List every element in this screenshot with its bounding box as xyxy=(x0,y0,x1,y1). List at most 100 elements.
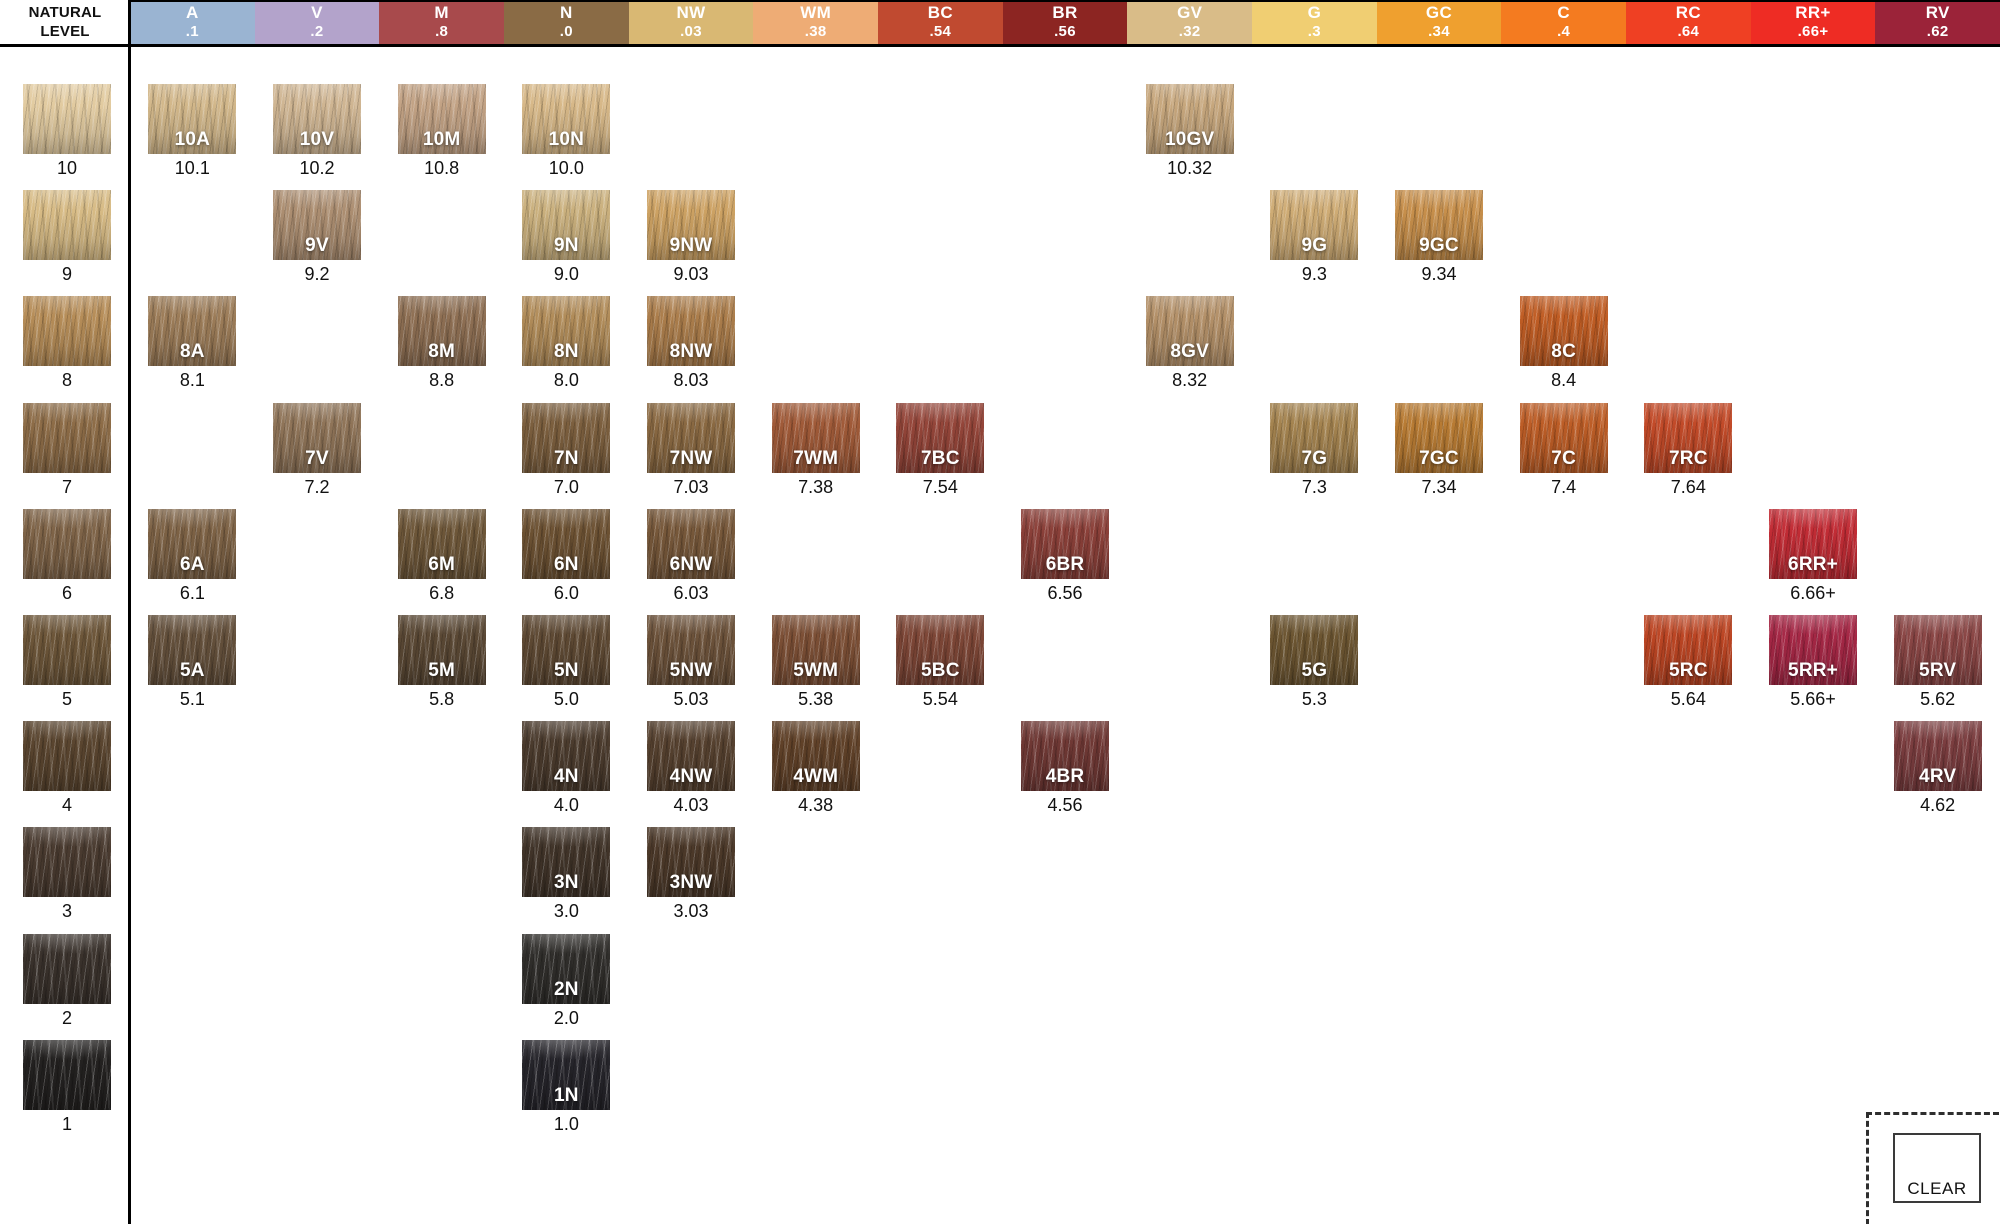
natural-level-number: 4 xyxy=(61,795,72,816)
clear-button[interactable]: CLEAR xyxy=(1893,1133,1981,1203)
shade-code: 10V xyxy=(299,129,335,150)
shade-swatch[interactable]: 7GC 7.34 xyxy=(1395,402,1483,498)
shade-swatch[interactable]: 7BC 7.54 xyxy=(896,402,985,498)
hair-swatch-image: 5A xyxy=(148,615,237,685)
shade-swatch[interactable]: 6N 6.0 xyxy=(522,508,611,604)
tone-value: .8 xyxy=(435,23,449,40)
shade-code: 6NW xyxy=(669,553,713,575)
shade-swatch[interactable]: 9GC 9.34 xyxy=(1395,190,1483,285)
tone-value: .38 xyxy=(804,23,827,40)
shade-swatch[interactable]: 9G 9.3 xyxy=(1270,190,1359,285)
tone-column-header: V .2 xyxy=(254,0,380,44)
shade-swatch[interactable]: 8A 8.1 xyxy=(148,296,237,391)
shade-code: 7NW xyxy=(669,447,713,469)
shade-swatch[interactable]: 10A 10.1 xyxy=(148,84,237,179)
shade-code: 5RR+ xyxy=(1788,660,1838,681)
shade-swatch[interactable]: 5RR+ 5.66+ xyxy=(1769,615,1857,710)
shade-swatch[interactable]: 7V 7.2 xyxy=(273,402,361,498)
shade-value: 2.0 xyxy=(553,1007,579,1028)
tone-column-header: NW .03 xyxy=(628,0,754,44)
shade-swatch[interactable]: 3N 3.0 xyxy=(522,827,611,922)
shade-swatch[interactable]: 10V 10.2 xyxy=(273,84,361,179)
shade-swatch[interactable]: 7C 7.4 xyxy=(1519,402,1608,498)
shade-value: 5.03 xyxy=(673,689,709,709)
shade-swatch[interactable]: 9NW 9.03 xyxy=(647,190,735,285)
shade-value: 5.64 xyxy=(1670,689,1706,709)
shade-value: 1.0 xyxy=(553,1113,579,1134)
shade-code: 6RR+ xyxy=(1788,553,1838,575)
shade-swatch[interactable]: 5M 5.8 xyxy=(397,615,486,710)
shade-swatch[interactable]: 9N 9.0 xyxy=(522,190,611,285)
shade-swatch[interactable]: 5BC 5.54 xyxy=(896,615,985,710)
hair-swatch-image xyxy=(23,721,111,792)
shade-swatch[interactable]: 5NW 5.03 xyxy=(647,615,735,710)
shade-code: 5NW xyxy=(669,660,713,681)
tone-column-header: C .4 xyxy=(1501,0,1626,44)
natural-level-number: 3 xyxy=(61,901,72,922)
natural-level-number: 2 xyxy=(61,1007,72,1028)
clear-button-label: CLEAR xyxy=(1907,1179,1967,1198)
shade-swatch[interactable]: 10N 10.0 xyxy=(522,84,611,179)
shade-code: 5BC xyxy=(921,660,960,681)
shade-code: 8N xyxy=(553,341,579,363)
natural-level-number: 1 xyxy=(61,1113,72,1134)
shade-swatch[interactable]: 5WM 5.38 xyxy=(771,615,860,710)
shade-swatch[interactable]: 8C 8.4 xyxy=(1519,296,1608,391)
tone-column-header: RR+ .66+ xyxy=(1750,0,1876,44)
shade-code: 7BC xyxy=(921,447,960,469)
shade-code: 7G xyxy=(1301,447,1328,469)
tone-value: .32 xyxy=(1178,23,1201,40)
shade-value: 8.8 xyxy=(429,370,455,391)
shade-swatch[interactable]: 7RC 7.64 xyxy=(1644,402,1733,498)
hair-swatch-image xyxy=(23,615,111,685)
shade-swatch[interactable]: 6M 6.8 xyxy=(397,508,486,604)
shade-code: 9G xyxy=(1301,235,1328,257)
hair-swatch-image: 10M xyxy=(397,84,486,154)
hair-swatch-image: 6RR+ xyxy=(1769,508,1857,579)
hair-swatch-image: 9G xyxy=(1270,190,1359,261)
hair-swatch-image: 7NW xyxy=(647,402,735,473)
shade-swatch[interactable]: 5RV 5.62 xyxy=(1893,615,1982,710)
shade-value: 8.0 xyxy=(553,370,579,391)
shade-swatch[interactable]: 6BR 6.56 xyxy=(1021,508,1109,604)
shade-swatch[interactable]: 9V 9.2 xyxy=(273,190,361,285)
shade-swatch[interactable]: 7G 7.3 xyxy=(1270,402,1359,498)
shade-swatch[interactable]: 4BR 4.56 xyxy=(1021,721,1109,816)
shade-swatch[interactable]: 6A 6.1 xyxy=(148,508,237,604)
shade-swatch[interactable]: 5A 5.1 xyxy=(148,615,237,710)
shade-value: 7.54 xyxy=(922,476,958,497)
shade-swatch[interactable]: 8NW 8.03 xyxy=(647,296,735,391)
shade-swatch[interactable]: 7WM 7.38 xyxy=(771,402,860,498)
shade-swatch[interactable]: 2N 2.0 xyxy=(522,933,611,1029)
shade-swatch[interactable]: 5RC 5.64 xyxy=(1644,615,1733,710)
shade-swatch[interactable]: 10GV 10.32 xyxy=(1145,84,1234,179)
tone-value: .4 xyxy=(1557,23,1571,40)
shade-swatch[interactable]: 6RR+ 6.66+ xyxy=(1769,508,1857,604)
shade-swatch[interactable]: 5G 5.3 xyxy=(1270,615,1359,710)
shade-swatch[interactable]: 4WM 4.38 xyxy=(771,721,860,816)
shade-swatch[interactable]: 7N 7.0 xyxy=(522,402,611,498)
shade-swatch[interactable]: 6NW 6.03 xyxy=(647,508,735,604)
shade-swatch[interactable]: 4N 4.0 xyxy=(522,721,611,816)
shade-swatch[interactable]: 4NW 4.03 xyxy=(647,721,735,816)
hair-swatch-image xyxy=(23,402,111,473)
tone-column-header: WM .38 xyxy=(753,0,878,44)
shade-swatch[interactable]: 8N 8.0 xyxy=(522,296,611,391)
tone-column-header: GC .34 xyxy=(1376,0,1502,44)
shade-swatch[interactable]: 3NW 3.03 xyxy=(647,827,735,922)
shade-swatch[interactable]: 1N 1.0 xyxy=(522,1039,611,1135)
natural-level-swatch: 9 xyxy=(23,190,111,285)
shade-swatch[interactable]: 8GV 8.32 xyxy=(1145,296,1234,391)
shade-swatch[interactable]: 7NW 7.03 xyxy=(647,402,735,498)
shade-code: 3N xyxy=(553,872,579,894)
hair-swatch-image: 7G xyxy=(1270,402,1359,473)
hair-swatch-image: 10GV xyxy=(1145,84,1234,154)
shade-code: 7N xyxy=(553,447,579,469)
hair-swatch-image: 5RR+ xyxy=(1769,615,1857,685)
shade-swatch[interactable]: 10M 10.8 xyxy=(397,84,486,179)
shade-swatch[interactable]: 4RV 4.62 xyxy=(1893,721,1982,816)
shade-swatch[interactable]: 5N 5.0 xyxy=(522,615,611,710)
shade-swatch[interactable]: 8M 8.8 xyxy=(397,296,486,391)
hair-swatch-image: 8C xyxy=(1519,296,1608,367)
natural-level-swatch: 2 xyxy=(23,933,111,1029)
